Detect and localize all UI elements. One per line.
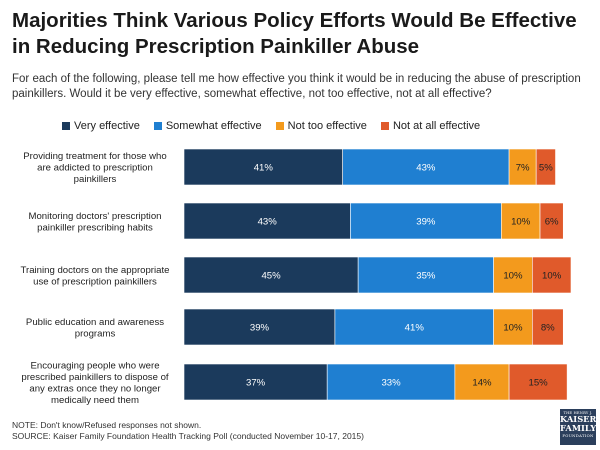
bar-segment — [350, 202, 502, 240]
bar-segment — [501, 202, 541, 240]
bar-segment — [493, 308, 533, 346]
bar-value-label: 6% — [545, 217, 559, 228]
bar-segment — [183, 256, 359, 294]
logo-line-2: KAISER — [560, 414, 597, 424]
bar-segment — [539, 202, 564, 240]
legend-item-not-at-all-effective: Not at all effective — [380, 120, 481, 132]
category-label: Encouraging people who were prescribed pa… — [21, 360, 169, 406]
bar-segment — [183, 202, 351, 240]
category-label: Providing treatment for those who are add… — [23, 151, 166, 185]
legend-label-not-too-effective: Not too effective — [287, 120, 367, 132]
legend-label-very-effective: Very effective — [74, 120, 140, 132]
bar-segment — [342, 148, 510, 186]
note-text: NOTE: Don't know/Refused responses not s… — [12, 420, 202, 430]
bar-value-label: 45% — [261, 271, 281, 282]
category-label: Monitoring doctors' prescription painkill… — [28, 211, 161, 234]
legend-item-not-too-effective: Not too effective — [275, 120, 367, 132]
legend-swatch-somewhat-effective — [153, 122, 162, 130]
bar-value-label: 35% — [416, 271, 436, 282]
bar-value-label: 10% — [542, 271, 562, 282]
bar-value-label: 39% — [416, 217, 436, 228]
bar-segment — [531, 308, 564, 346]
bar-value-label: 10% — [503, 271, 523, 282]
source-text: SOURCE: Kaiser Family Foundation Health … — [12, 431, 364, 441]
bar-value-label: 7% — [516, 163, 530, 174]
bar-value-label: 37% — [246, 378, 266, 389]
question-text: For each of the following, please tell m… — [12, 73, 581, 100]
bar-value-label: 41% — [254, 163, 274, 174]
category-label: Public education and awareness programs — [26, 317, 164, 340]
bar-segment — [183, 148, 343, 186]
bar-segment — [334, 308, 494, 346]
bar-segment — [508, 363, 568, 401]
bar-segment — [508, 148, 537, 186]
bar-segment — [183, 363, 328, 401]
bar-value-label: 10% — [511, 217, 531, 228]
legend-label-somewhat-effective: Somewhat effective — [165, 120, 262, 132]
bar-value-label: 41% — [405, 323, 425, 334]
logo-line-4: FOUNDATION — [562, 433, 594, 438]
bar-value-label: 14% — [472, 378, 492, 389]
legend-label-not-at-all-effective: Not at all effective — [392, 120, 481, 132]
bar-segment — [493, 256, 533, 294]
kff-logo: THE HENRY J. KAISER FAMILY FOUNDATION — [560, 409, 596, 445]
legend-item-very-effective: Very effective — [62, 120, 140, 132]
bar-value-label: 39% — [250, 323, 270, 334]
bar-segment — [183, 308, 336, 346]
bar-segment — [531, 256, 572, 294]
bar-value-label: 8% — [541, 323, 555, 334]
bar-value-label: 10% — [503, 323, 523, 334]
footnote: NOTE: Don't know/Refused responses not s… — [12, 420, 364, 442]
bar-value-label: 33% — [381, 378, 401, 389]
legend-swatch-not-too-effective — [275, 122, 284, 130]
bar-value-label: 15% — [529, 378, 549, 389]
bar-value-label: 43% — [258, 217, 278, 228]
logo-line-3: FAMILY — [560, 422, 597, 433]
logo-line-1: THE HENRY J. — [563, 411, 593, 415]
category-label: Training doctors on the appropriate use o… — [21, 265, 170, 288]
page-title: Majorities Think Various Policy Efforts … — [12, 9, 577, 58]
bar-segment — [357, 256, 494, 294]
bar-segment — [535, 148, 556, 186]
stacked-bar-chart: Providing treatment for those who are add… — [21, 148, 572, 406]
bar-value-label: 5% — [539, 163, 553, 174]
legend-swatch-very-effective — [62, 122, 70, 130]
bar-segment — [326, 363, 456, 401]
legend-item-somewhat-effective: Somewhat effective — [153, 120, 262, 132]
legend-swatch-not-at-all-effective — [380, 122, 389, 130]
chart-legend: Very effective Somewhat effective Not to… — [62, 119, 494, 133]
bar-value-label: 43% — [416, 163, 436, 174]
